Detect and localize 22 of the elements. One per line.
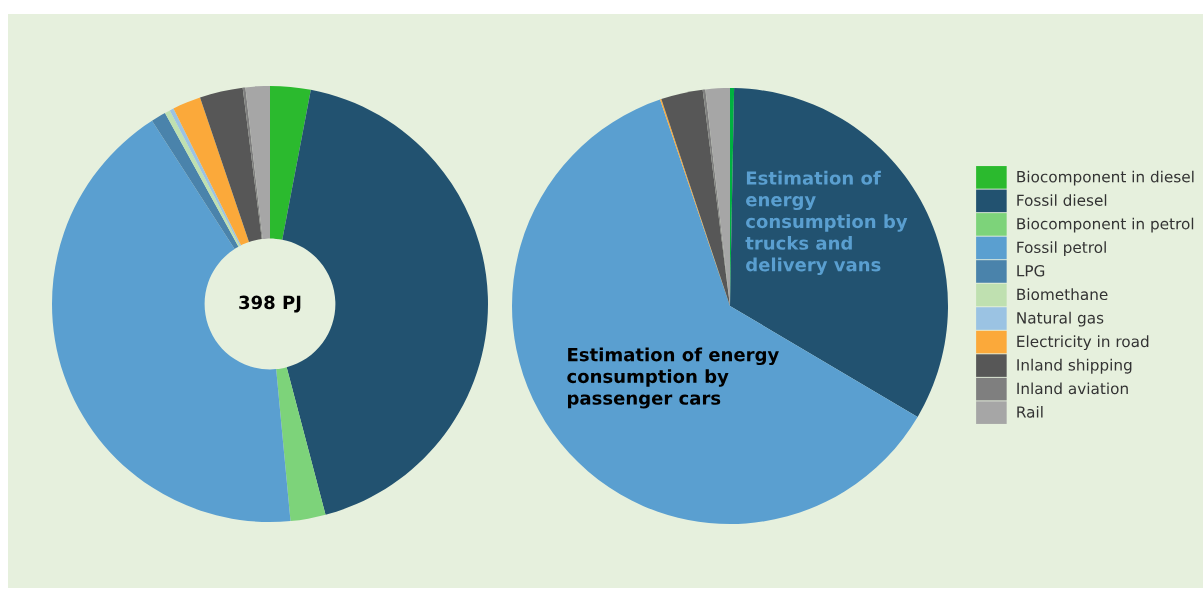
donut-slice xyxy=(270,86,311,240)
donut-slice xyxy=(245,86,270,240)
donut-slice xyxy=(276,367,326,522)
donut-slice xyxy=(200,87,262,243)
donut-slice xyxy=(173,97,250,246)
legend-label: Fossil petrol xyxy=(1017,241,1106,257)
legend-label: Natural gas xyxy=(1017,311,1104,327)
legend-label: Inland shipping xyxy=(1017,358,1132,374)
donut-slice xyxy=(282,89,488,515)
legend-label: Fossil diesel xyxy=(1017,194,1107,206)
legend-label: Rail xyxy=(1017,405,1043,418)
donut-slice xyxy=(242,87,263,240)
legend-label: Inland aviation xyxy=(1017,382,1128,395)
legend-label: LPG xyxy=(1017,265,1045,277)
legend-label: Biocomponent in petrol xyxy=(1017,217,1194,233)
legend-label: Biocomponent in diesel xyxy=(1017,170,1194,186)
donut-slice xyxy=(152,112,239,249)
text: Estimation of energy consumption by trucks and delivery vans xyxy=(745,170,908,276)
legend-label: Biomethane xyxy=(1017,288,1108,301)
legend-label: Electricity in road xyxy=(1017,335,1149,351)
text: Estimation of energy consumption by passenger cars xyxy=(567,347,779,409)
text: 398 PJ xyxy=(239,295,301,313)
